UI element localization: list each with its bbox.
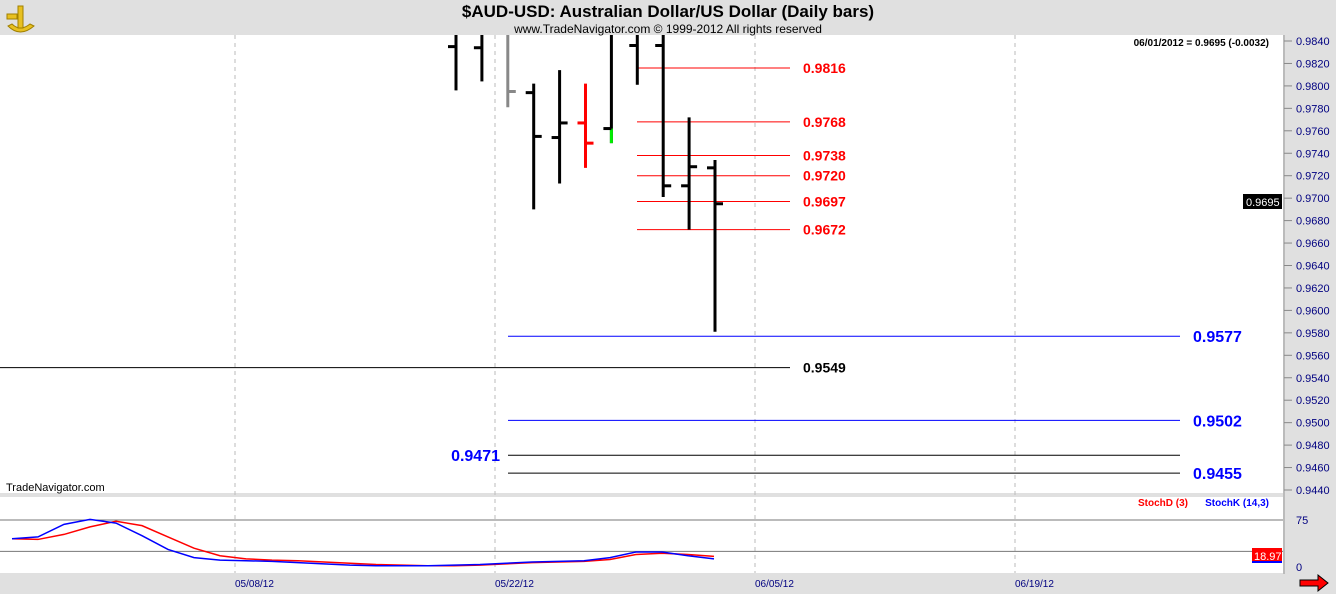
y-tick-label: 0.9640 — [1296, 261, 1330, 273]
stoch-last-marker — [1252, 548, 1282, 563]
x-tick-label: 05/22/12 — [495, 579, 534, 590]
y-tick-label: 0.9440 — [1296, 485, 1330, 497]
y-tick-label: 0.9760 — [1296, 126, 1330, 138]
level-label: 0.9672 — [803, 222, 846, 238]
watermark: TradeNavigator.com — [6, 482, 105, 494]
y-tick-label: 0.9620 — [1296, 283, 1330, 295]
chart-title: $AUD-USD: Australian Dollar/US Dollar (D… — [462, 2, 874, 21]
y-tick-label: 0.9520 — [1296, 395, 1330, 407]
stoch-tick-label: 75 — [1296, 515, 1308, 527]
level-label: 0.9697 — [803, 194, 846, 210]
y-tick-label: 0.9720 — [1296, 171, 1330, 183]
y-tick-label: 0.9560 — [1296, 350, 1330, 362]
y-tick-label: 0.9820 — [1296, 58, 1330, 70]
x-tick-label: 06/05/12 — [755, 579, 794, 590]
stochk-line — [11, 518, 715, 567]
level-label: 0.9768 — [803, 114, 846, 130]
y-tick-label: 0.9840 — [1296, 36, 1330, 48]
x-tick-label: 06/19/12 — [1015, 579, 1054, 590]
stoch-last-marker-underline — [1252, 561, 1282, 563]
last-price-marker — [1243, 194, 1282, 209]
y-tick-label: 0.9680 — [1296, 216, 1330, 228]
level-label: 0.9577 — [1193, 329, 1242, 346]
y-tick-label: 0.9700 — [1296, 193, 1330, 205]
y-tick-label: 0.9780 — [1296, 103, 1330, 115]
last-price-label: 0.9695 — [1246, 197, 1280, 209]
y-tick-label: 0.9580 — [1296, 328, 1330, 340]
chart-subtitle: www.TradeNavigator.com © 1999-2012 All r… — [513, 22, 822, 36]
y-tick-label: 0.9800 — [1296, 81, 1330, 93]
price-readout: 06/01/2012 = 0.9695 (-0.0032) — [1134, 38, 1269, 49]
level-label: 0.9471 — [451, 448, 500, 465]
level-label: 0.9549 — [803, 360, 846, 376]
sextant-logo-icon — [6, 5, 35, 33]
level-label: 0.9720 — [803, 168, 846, 184]
stochastic-plot-area — [0, 497, 1283, 573]
level-label: 0.9455 — [1193, 466, 1242, 483]
scroll-right-arrow-icon[interactable] — [1299, 573, 1329, 593]
stoch-last-label: 18.97 — [1254, 551, 1282, 563]
level-label: 0.9816 — [803, 60, 846, 76]
legend-stochk: StochK (14,3) — [1205, 498, 1269, 509]
y-tick-label: 0.9460 — [1296, 463, 1330, 475]
y-tick-label: 0.9480 — [1296, 440, 1330, 452]
y-tick-label: 0.9740 — [1296, 148, 1330, 160]
stoch-tick-label: 0 — [1296, 562, 1302, 574]
legend-stochd: StochD (3) — [1138, 498, 1188, 509]
price-plot-area — [0, 35, 1283, 493]
y-tick-label: 0.9660 — [1296, 238, 1330, 250]
y-tick-label: 0.9600 — [1296, 305, 1330, 317]
level-label: 0.9502 — [1193, 413, 1242, 430]
y-tick-label: 0.9540 — [1296, 373, 1330, 385]
x-tick-label: 05/08/12 — [235, 579, 274, 590]
y-tick-label: 0.9500 — [1296, 418, 1330, 430]
stochd-line — [11, 520, 715, 567]
level-label: 0.9738 — [803, 147, 846, 163]
